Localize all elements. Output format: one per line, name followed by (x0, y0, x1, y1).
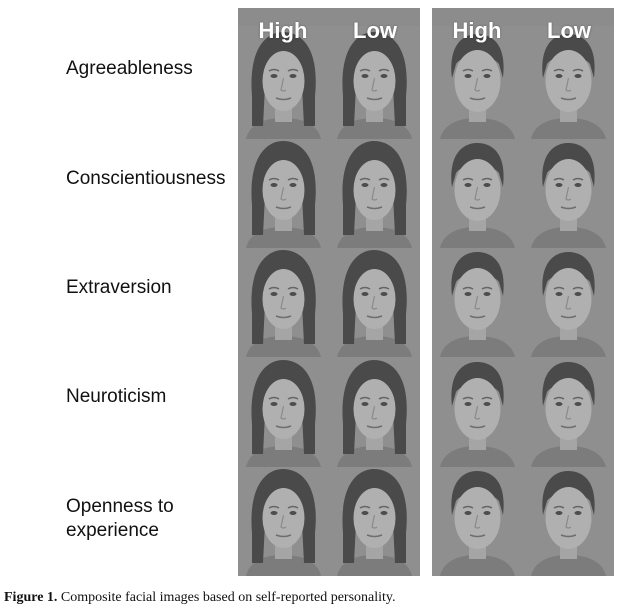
face-image-low (523, 135, 614, 248)
figure-caption-label: Figure 1. (4, 590, 58, 605)
column-header-low: Low (547, 18, 591, 43)
face-image-low (523, 463, 614, 576)
face-image-high (238, 135, 329, 248)
face-image-low (523, 354, 614, 467)
trait-label-neuroticism: Neuroticism (66, 386, 167, 407)
column-header-high: High (452, 18, 502, 43)
face-image-low (329, 135, 420, 248)
face-image-low (329, 26, 420, 139)
trait-label-extraversion: Extraversion (66, 277, 172, 298)
face-image-high (238, 244, 329, 357)
trait-label-openness: Openness to experience (66, 496, 174, 541)
face-image-high (238, 26, 329, 139)
figure-caption-text: Composite facial images based on self-re… (60, 590, 396, 605)
face-image-low (329, 244, 420, 357)
face-image-high (432, 135, 523, 248)
face-image-high (238, 354, 329, 467)
face-image-low (329, 463, 420, 576)
face-image-high (432, 354, 523, 467)
figure-caption: Figure 1. Composite facial images based … (4, 590, 396, 606)
column-header-high: High (258, 18, 308, 43)
trait-label-agreeableness: Agreeableness (66, 58, 193, 79)
face-image-high (432, 463, 523, 576)
face-image-low (523, 244, 614, 357)
face-image-high (432, 244, 523, 357)
face-image-high (238, 463, 329, 576)
face-image-high (432, 26, 523, 139)
face-image-low (329, 354, 420, 467)
male-faces-panel: High Low (432, 8, 614, 576)
trait-label-conscientiousness: Conscientiousness (66, 168, 226, 189)
column-header-low: Low (353, 18, 397, 43)
face-image-low (523, 26, 614, 139)
female-faces-panel: High Low (238, 8, 420, 576)
